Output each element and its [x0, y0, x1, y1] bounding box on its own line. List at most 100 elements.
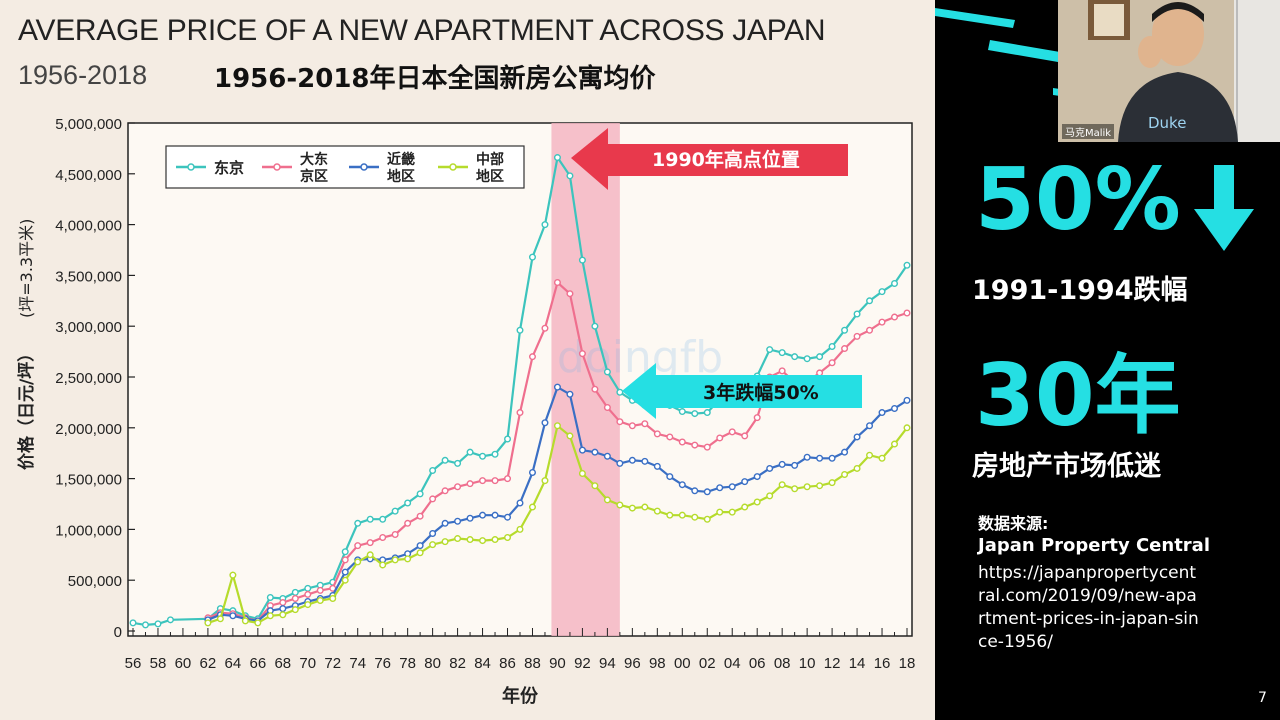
source-name: Japan Property Central	[978, 535, 1210, 556]
data-point	[778, 460, 786, 468]
x-tick-label: 56	[125, 655, 142, 672]
data-point	[316, 597, 324, 605]
data-point	[878, 288, 886, 296]
arrow-down-icon	[1194, 165, 1254, 251]
data-point	[753, 414, 761, 422]
data-point	[803, 483, 811, 491]
data-point	[266, 593, 274, 601]
data-point	[853, 464, 861, 472]
data-point	[641, 503, 649, 511]
x-tick-label: 60	[175, 655, 192, 672]
arrow-left-icon	[622, 363, 862, 419]
data-point	[454, 535, 462, 543]
data-point	[379, 561, 387, 569]
y-tick-label: 0	[114, 624, 122, 641]
data-point	[391, 530, 399, 538]
data-point	[603, 452, 611, 460]
data-point	[366, 539, 374, 547]
y-axis-unit: (坪=3.3平米)	[17, 219, 36, 318]
data-point	[541, 477, 549, 485]
data-point	[578, 350, 586, 358]
x-tick-label: 06	[749, 655, 766, 672]
data-point	[728, 428, 736, 436]
data-point	[828, 343, 836, 351]
data-point	[391, 556, 399, 564]
data-point	[828, 359, 836, 367]
data-point	[841, 448, 849, 456]
data-point	[541, 221, 549, 229]
x-tick-label: 10	[799, 655, 816, 672]
data-point	[603, 368, 611, 376]
data-point	[678, 511, 686, 519]
data-point	[666, 511, 674, 519]
data-point	[853, 433, 861, 441]
x-tick-label: 92	[574, 655, 591, 672]
data-point	[878, 409, 886, 417]
data-point	[354, 519, 362, 527]
data-point	[379, 515, 387, 523]
data-point	[853, 310, 861, 318]
data-point	[816, 482, 824, 490]
x-tick-label: 98	[649, 655, 666, 672]
x-tick-label: 90	[549, 655, 566, 672]
x-tick-label: 00	[674, 655, 691, 672]
x-tick-label: 64	[225, 655, 242, 672]
x-tick-label: 12	[824, 655, 841, 672]
legend-marker	[449, 163, 457, 171]
x-tick-label: 08	[774, 655, 791, 672]
x-tick-label: 18	[899, 655, 916, 672]
y-axis: 0 500,000 1,000,000 1,500,000 2,000,000 2,500…	[55, 116, 135, 641]
legend-label: 中部地区	[476, 151, 504, 185]
data-point	[341, 556, 349, 564]
data-point	[266, 612, 274, 620]
data-point	[279, 599, 287, 607]
x-tick-label: 62	[200, 655, 217, 672]
y-tick-label: 3,000,000	[55, 319, 122, 336]
data-point	[903, 261, 911, 269]
data-point	[491, 450, 499, 458]
data-point	[291, 606, 299, 614]
arrow-left-icon	[571, 128, 848, 190]
source-url[interactable]: https://japanpropertycentral.com/2019/09…	[978, 563, 1199, 652]
data-point	[566, 290, 574, 298]
data-point	[291, 588, 299, 596]
data-point	[703, 443, 711, 451]
data-point	[553, 383, 561, 391]
series-layer	[129, 154, 911, 629]
data-point	[566, 390, 574, 398]
data-point	[429, 495, 437, 503]
x-tick-label: 72	[324, 655, 341, 672]
y-tick-label: 4,000,000	[55, 218, 122, 235]
data-point	[766, 492, 774, 500]
data-point	[216, 615, 224, 623]
data-point	[728, 483, 736, 491]
legend-marker	[360, 163, 368, 171]
data-point	[454, 459, 462, 467]
y-tick-label: 4,500,000	[55, 167, 122, 184]
data-point	[566, 172, 574, 180]
x-tick-label: 76	[374, 655, 391, 672]
data-point	[578, 256, 586, 264]
data-point	[591, 482, 599, 490]
source-label: 数据来源:	[978, 514, 1049, 533]
data-point	[466, 480, 474, 488]
data-point	[504, 435, 512, 443]
data-point	[366, 515, 374, 523]
data-point	[578, 446, 586, 454]
data-point	[366, 551, 374, 559]
data-point	[891, 280, 899, 288]
chart-title-en: AVERAGE PRICE OF A NEW APARTMENT ACROSS …	[18, 14, 826, 47]
data-point	[429, 466, 437, 474]
x-tick-label: 14	[849, 655, 866, 672]
legend: 东京 大东京区 近畿地区 中部地区	[165, 145, 525, 189]
data-point	[753, 498, 761, 506]
x-tick-label: 96	[624, 655, 641, 672]
chart-title-years: 1956-2018	[18, 60, 148, 90]
y-tick-label: 2,000,000	[55, 421, 122, 438]
data-point	[429, 529, 437, 537]
data-point	[678, 408, 686, 416]
data-point	[716, 484, 724, 492]
data-point	[291, 594, 299, 602]
data-point	[279, 611, 287, 619]
y-tick-label: 2,500,000	[55, 370, 122, 387]
